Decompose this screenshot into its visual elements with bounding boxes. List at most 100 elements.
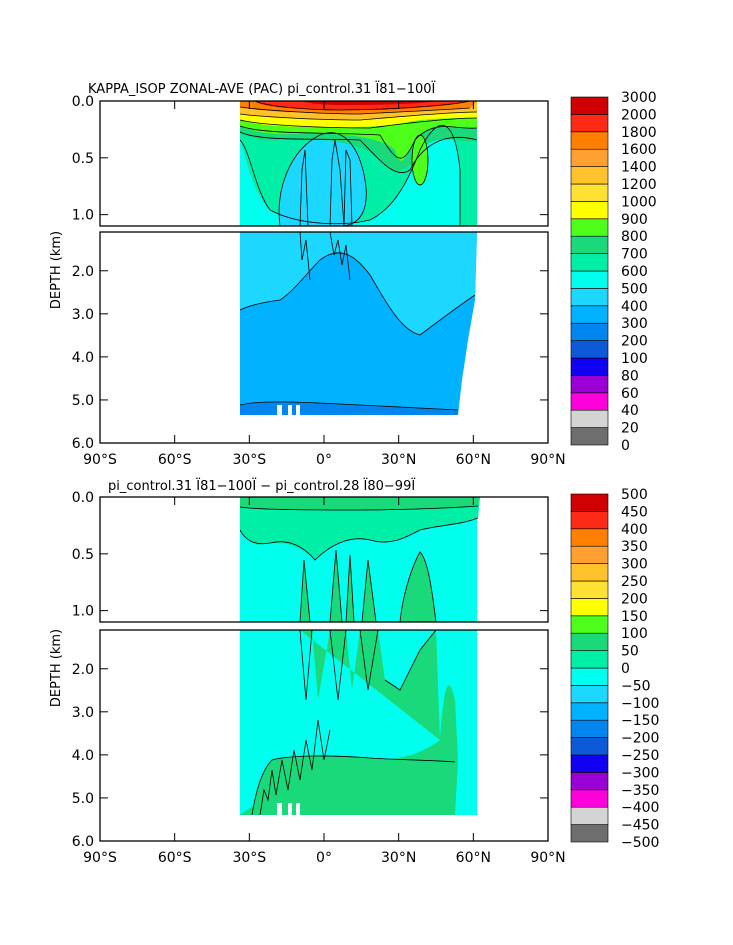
contour-line bbox=[411, 134, 429, 186]
colorbar-label: −400 bbox=[621, 800, 659, 816]
colorbar-label: 1000 bbox=[621, 194, 657, 210]
colorbar-label: 0 bbox=[621, 438, 630, 454]
panel-2-upper-field bbox=[239, 497, 480, 622]
colorbar-swatch bbox=[570, 580, 609, 599]
y-tick-label: 0.0 bbox=[72, 490, 94, 506]
colorbar-swatch bbox=[570, 270, 609, 289]
panel-1-x-ticks: 90°S 60°S 30°S 0° 30°N 60°N 90°N bbox=[83, 101, 566, 468]
colorbar-swatch bbox=[570, 131, 609, 150]
panel-2-lower-field bbox=[240, 630, 477, 816]
colorbar-label: 900 bbox=[621, 212, 648, 228]
colorbar-swatch bbox=[570, 392, 609, 411]
y-tick-label: 6.0 bbox=[72, 834, 94, 850]
field-band-0-50-surface bbox=[240, 497, 480, 560]
contour-line bbox=[239, 125, 461, 226]
colorbar-label: 800 bbox=[621, 229, 648, 245]
colorbar-label: 250 bbox=[621, 574, 648, 590]
y-tick-label: 5.0 bbox=[72, 393, 94, 409]
contour-line bbox=[299, 630, 437, 701]
panel-2-y-ticks: 0.0 0.5 1.0 2.0 3.0 4.0 5.0 6.0 bbox=[72, 490, 548, 850]
y-tick-label: 1.0 bbox=[72, 208, 94, 224]
panel-2-title: pi_control.31 Ï81−100Ï − pi_control.28 Ï… bbox=[108, 478, 415, 494]
colorbar-swatch bbox=[570, 667, 609, 686]
data-gap bbox=[277, 405, 282, 415]
colorbar-label: 150 bbox=[621, 609, 648, 625]
colorbar-label: 400 bbox=[621, 299, 648, 315]
colorbar-swatch bbox=[570, 545, 609, 564]
colorbar-swatch bbox=[570, 235, 609, 254]
y-tick-label: 0.5 bbox=[72, 151, 94, 167]
contour-line bbox=[239, 252, 476, 336]
x-tick-label: 90°S bbox=[83, 452, 117, 468]
colorbar-swatch bbox=[570, 511, 609, 530]
colorbar-swatch bbox=[570, 650, 609, 669]
contour-line bbox=[239, 106, 471, 115]
x-tick-label: 90°N bbox=[530, 850, 565, 866]
panel-2-ylabel: DEPTH (km) bbox=[49, 629, 64, 707]
colorbar-label: −100 bbox=[621, 696, 659, 712]
colorbar-label: 0 bbox=[621, 661, 630, 677]
colorbar-label: 400 bbox=[621, 522, 648, 538]
x-tick-label: 90°S bbox=[83, 850, 117, 866]
colorbar-label: 50 bbox=[621, 644, 639, 660]
x-tick-label: 90°N bbox=[530, 452, 565, 468]
colorbar-label: 600 bbox=[621, 264, 648, 280]
y-tick-label: 2.0 bbox=[72, 264, 94, 280]
data-gap bbox=[296, 405, 300, 415]
contour-line bbox=[254, 101, 471, 111]
panel-1-ylabel: DEPTH (km) bbox=[49, 231, 64, 309]
field-band-50-150-surface bbox=[240, 497, 480, 510]
contour-line bbox=[299, 232, 351, 281]
colorbar-label: −350 bbox=[621, 783, 659, 799]
colorbar-swatch bbox=[570, 528, 609, 547]
x-tick-label: 0° bbox=[316, 850, 332, 866]
panel-2-upper-contours bbox=[239, 505, 479, 622]
colorbar-swatch bbox=[570, 96, 609, 115]
panel-1-upper-contours bbox=[239, 101, 478, 226]
contour-line bbox=[299, 139, 353, 226]
contour-line bbox=[239, 131, 478, 173]
contour-line bbox=[399, 551, 437, 622]
y-tick-label: 5.0 bbox=[72, 791, 94, 807]
colorbar-swatch bbox=[570, 737, 609, 756]
contour-line bbox=[239, 401, 459, 411]
panel-2-colorbar: −500−450−400−350−300−250−200−150−100−500… bbox=[570, 487, 659, 851]
colorbar-swatch bbox=[570, 702, 609, 721]
colorbar-label: −300 bbox=[621, 765, 659, 781]
panel-2-x-ticks: 90°S 60°S 30°S 0° 30°N 60°N 90°N bbox=[83, 497, 566, 866]
colorbar-label: 60 bbox=[621, 386, 639, 402]
contour-line bbox=[239, 517, 479, 561]
colorbar-swatch bbox=[570, 806, 609, 825]
y-tick-label: 3.0 bbox=[72, 705, 94, 721]
colorbar-label: 20 bbox=[621, 421, 639, 437]
colorbar-swatch bbox=[570, 615, 609, 634]
colorbar-label: 1800 bbox=[621, 125, 657, 141]
field-band-100-200-bottom bbox=[240, 401, 458, 415]
y-tick-label: 4.0 bbox=[72, 748, 94, 764]
field-band-0-50-abyss bbox=[252, 755, 455, 815]
colorbar-swatch bbox=[570, 253, 609, 272]
field-band-0-50-tongue bbox=[400, 552, 436, 622]
colorbar-label: 300 bbox=[621, 316, 648, 332]
panel-1-lower-field bbox=[239, 232, 477, 415]
colorbar-label: 100 bbox=[621, 351, 648, 367]
colorbar-label: 500 bbox=[621, 487, 648, 503]
colorbar-label: −150 bbox=[621, 713, 659, 729]
panel-1-y-ticks: 0.0 0.5 1.0 2.0 3.0 4.0 5.0 6.0 bbox=[72, 94, 548, 452]
panel-1-lower-contours bbox=[239, 232, 476, 411]
y-tick-label: 0.5 bbox=[72, 547, 94, 563]
colorbar-label: 450 bbox=[621, 504, 648, 520]
colorbar-label: 500 bbox=[621, 281, 648, 297]
colorbar-swatch bbox=[570, 754, 609, 773]
panel-1-upper-field bbox=[239, 101, 478, 226]
colorbar-swatch bbox=[570, 183, 609, 202]
colorbar-swatch bbox=[570, 288, 609, 307]
x-tick-label: 30°N bbox=[381, 452, 416, 468]
y-tick-label: 3.0 bbox=[72, 307, 94, 323]
colorbar-label: 200 bbox=[621, 591, 648, 607]
colorbar-swatch bbox=[570, 493, 609, 512]
colorbar-label: −450 bbox=[621, 818, 659, 834]
field-band-300-400 bbox=[240, 232, 477, 335]
x-tick-label: 30°S bbox=[232, 452, 266, 468]
y-tick-label: 1.0 bbox=[72, 604, 94, 620]
